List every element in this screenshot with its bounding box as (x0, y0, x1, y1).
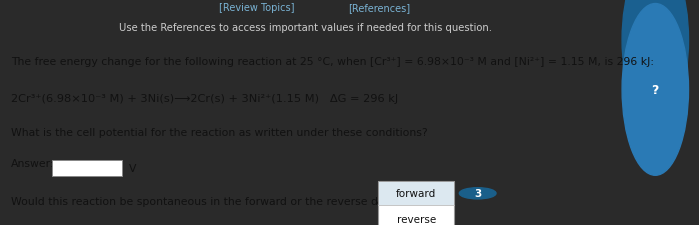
Text: The free energy change for the following reaction at 25 °C, when [Cr³⁺] = 6.98×1: The free energy change for the following… (11, 57, 654, 67)
FancyBboxPatch shape (378, 181, 454, 225)
Text: ✓: ✓ (375, 196, 384, 206)
Text: [References]: [References] (348, 3, 410, 13)
Text: reverse: reverse (396, 214, 436, 223)
Text: Answer:: Answer: (11, 159, 55, 169)
Text: forward: forward (396, 189, 436, 198)
Text: Would this reaction be spontaneous in the forward or the reverse direction: Would this reaction be spontaneous in th… (11, 196, 419, 206)
FancyBboxPatch shape (52, 160, 122, 176)
Text: 3: 3 (474, 189, 482, 198)
Text: 2Cr³⁺(6.98×10⁻³ M) + 3Ni(s)⟶2Cr(s) + 3Ni²⁺(1.15 M)   ΔG = 296 kJ: 2Cr³⁺(6.98×10⁻³ M) + 3Ni(s)⟶2Cr(s) + 3Ni… (11, 94, 398, 104)
Text: [Review Topics]: [Review Topics] (219, 3, 295, 13)
Circle shape (459, 188, 496, 199)
Text: ?: ? (651, 83, 659, 97)
Text: What is the cell potential for the reaction as written under these conditions?: What is the cell potential for the react… (11, 127, 428, 137)
Text: Use the References to access important values if needed for this question.: Use the References to access important v… (120, 23, 492, 33)
Circle shape (622, 4, 689, 176)
FancyBboxPatch shape (379, 182, 454, 205)
Text: V: V (129, 163, 136, 173)
Circle shape (622, 0, 689, 126)
